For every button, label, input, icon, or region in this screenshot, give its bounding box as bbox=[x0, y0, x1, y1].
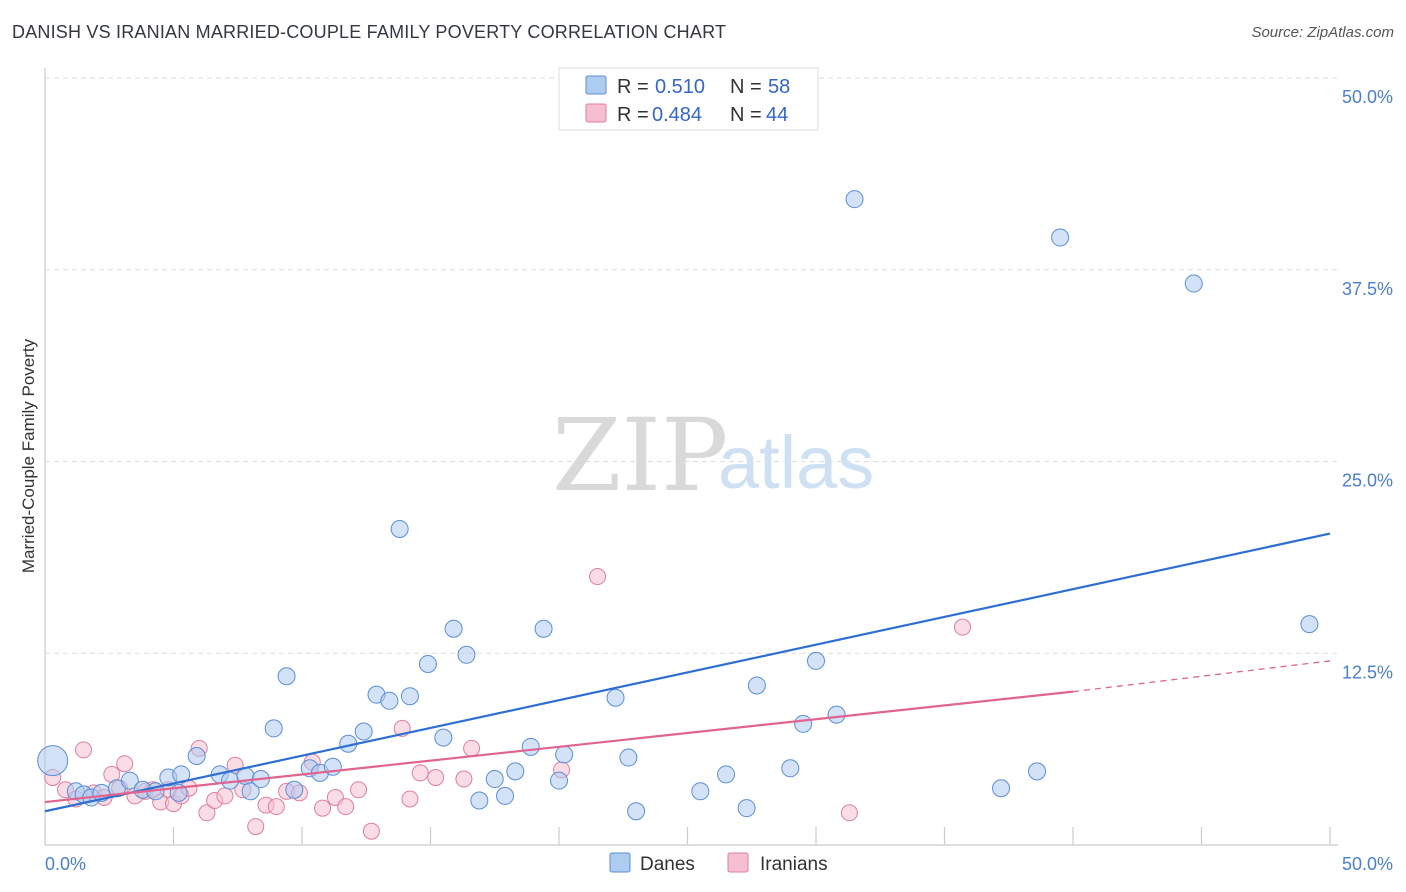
iranians-point bbox=[337, 798, 355, 816]
danes-point bbox=[627, 802, 646, 821]
danes-point bbox=[120, 771, 139, 790]
iranians-point bbox=[198, 804, 216, 822]
iranians-point bbox=[455, 770, 473, 788]
danes-point bbox=[1184, 274, 1203, 293]
legend-danes-r-label: R = bbox=[617, 76, 649, 98]
iranians-point bbox=[350, 781, 368, 799]
danes-point bbox=[807, 651, 825, 670]
iranians-point bbox=[401, 790, 419, 808]
legend-iranians-n-value: 44 bbox=[766, 104, 788, 126]
danes-point bbox=[390, 519, 409, 538]
danes-point bbox=[457, 645, 476, 664]
y-tick-labels: 12.5% 25.0% 37.5% 50.0% bbox=[1342, 87, 1393, 682]
iranians-trendline-extension bbox=[1072, 660, 1331, 693]
danes-point bbox=[717, 765, 736, 784]
danes-point bbox=[470, 791, 489, 810]
danes-point bbox=[277, 667, 296, 686]
legend-danes-n-value: 58 bbox=[768, 76, 790, 98]
danes-point bbox=[187, 747, 206, 766]
danes-point bbox=[354, 722, 373, 741]
y-tick-label-1: 25.0% bbox=[1342, 471, 1393, 491]
danes-point bbox=[521, 737, 540, 756]
danes-point bbox=[37, 745, 69, 777]
danes-point bbox=[485, 770, 504, 789]
legend-iranians-r-label: R = bbox=[617, 104, 649, 126]
danes-point bbox=[434, 728, 453, 747]
legend-iranians-swatch bbox=[585, 103, 607, 123]
legend-iranians-r-value: 0.484 bbox=[652, 104, 702, 126]
bottom-legend: Danes Iranians bbox=[609, 852, 828, 875]
danes-point bbox=[400, 687, 419, 706]
chart-title: DANISH VS IRANIAN MARRIED-COUPLE FAMILY … bbox=[12, 22, 727, 42]
danes-point bbox=[555, 745, 574, 764]
x-tick-labels: 0.0% 50.0% bbox=[45, 854, 1393, 874]
axes bbox=[44, 68, 1338, 846]
danes-point bbox=[845, 190, 864, 209]
danes-point bbox=[1028, 762, 1047, 781]
bottom-legend-iranians-label: Iranians bbox=[760, 854, 828, 875]
iranians-point bbox=[267, 798, 285, 816]
bottom-legend-danes-label: Danes bbox=[640, 854, 695, 875]
iranians-point bbox=[953, 618, 971, 636]
legend-danes-r-value: 0.510 bbox=[655, 76, 705, 98]
iranians-point bbox=[411, 764, 429, 782]
trendlines bbox=[44, 532, 1331, 813]
y-tick-label-3: 50.0% bbox=[1342, 87, 1393, 107]
danes-point bbox=[418, 654, 437, 673]
x-tick-label-max: 50.0% bbox=[1342, 854, 1393, 874]
x-tick-label-min: 0.0% bbox=[45, 854, 86, 874]
legend-iranians-n-label: N = bbox=[730, 104, 762, 126]
iranians-point bbox=[589, 568, 607, 586]
danes-point bbox=[285, 780, 304, 799]
iranians-point bbox=[427, 769, 445, 787]
iranians-trendline bbox=[44, 690, 1074, 804]
danes-point bbox=[444, 619, 463, 638]
danes-point bbox=[550, 771, 568, 790]
danes-point bbox=[496, 786, 515, 805]
iranians-point bbox=[362, 822, 380, 840]
watermark-zip: ZIP bbox=[552, 397, 728, 514]
danes-point bbox=[264, 719, 283, 738]
legend-danes-n-label: N = bbox=[730, 76, 762, 98]
y-tick-label-2: 37.5% bbox=[1342, 279, 1393, 299]
danes-point bbox=[1300, 615, 1319, 634]
danes-point bbox=[534, 619, 553, 638]
iranians-point bbox=[840, 804, 858, 822]
danes-point bbox=[619, 748, 638, 767]
iranians-point bbox=[116, 755, 134, 773]
y-tick-label-0: 12.5% bbox=[1342, 662, 1393, 682]
watermark-atlas: atlas bbox=[718, 421, 874, 504]
iranians-point bbox=[247, 818, 265, 836]
y-axis-label: Married-Couple Family Poverty bbox=[19, 338, 38, 573]
iranians-point bbox=[314, 799, 332, 817]
danes-point bbox=[827, 705, 846, 724]
danes-point bbox=[737, 799, 756, 818]
danes-point bbox=[747, 676, 766, 695]
danes-point bbox=[992, 779, 1011, 798]
legend-danes-swatch bbox=[585, 75, 607, 95]
bottom-legend-danes-swatch bbox=[609, 852, 631, 873]
source-label: Source: ZipAtlas.com bbox=[1251, 24, 1394, 41]
gridlines bbox=[45, 77, 1338, 654]
danes-trendline bbox=[44, 532, 1331, 813]
danes-point bbox=[781, 759, 800, 778]
top-legend: R = 0.510 N = 58 R = 0.484 N = 44 bbox=[558, 67, 819, 131]
danes-point bbox=[794, 714, 813, 733]
bottom-legend-iranians-swatch bbox=[727, 852, 749, 873]
danes-point bbox=[691, 782, 710, 801]
danes-point bbox=[380, 691, 399, 710]
iranians-point bbox=[75, 741, 93, 759]
danes-point bbox=[241, 782, 260, 801]
danes-points bbox=[37, 190, 1319, 821]
danes-point bbox=[1051, 228, 1070, 247]
danes-point bbox=[506, 762, 525, 781]
iranians-point bbox=[216, 787, 234, 805]
danes-point bbox=[606, 688, 625, 707]
watermark: ZIP atlas bbox=[552, 397, 874, 514]
iranians-point bbox=[463, 739, 481, 757]
